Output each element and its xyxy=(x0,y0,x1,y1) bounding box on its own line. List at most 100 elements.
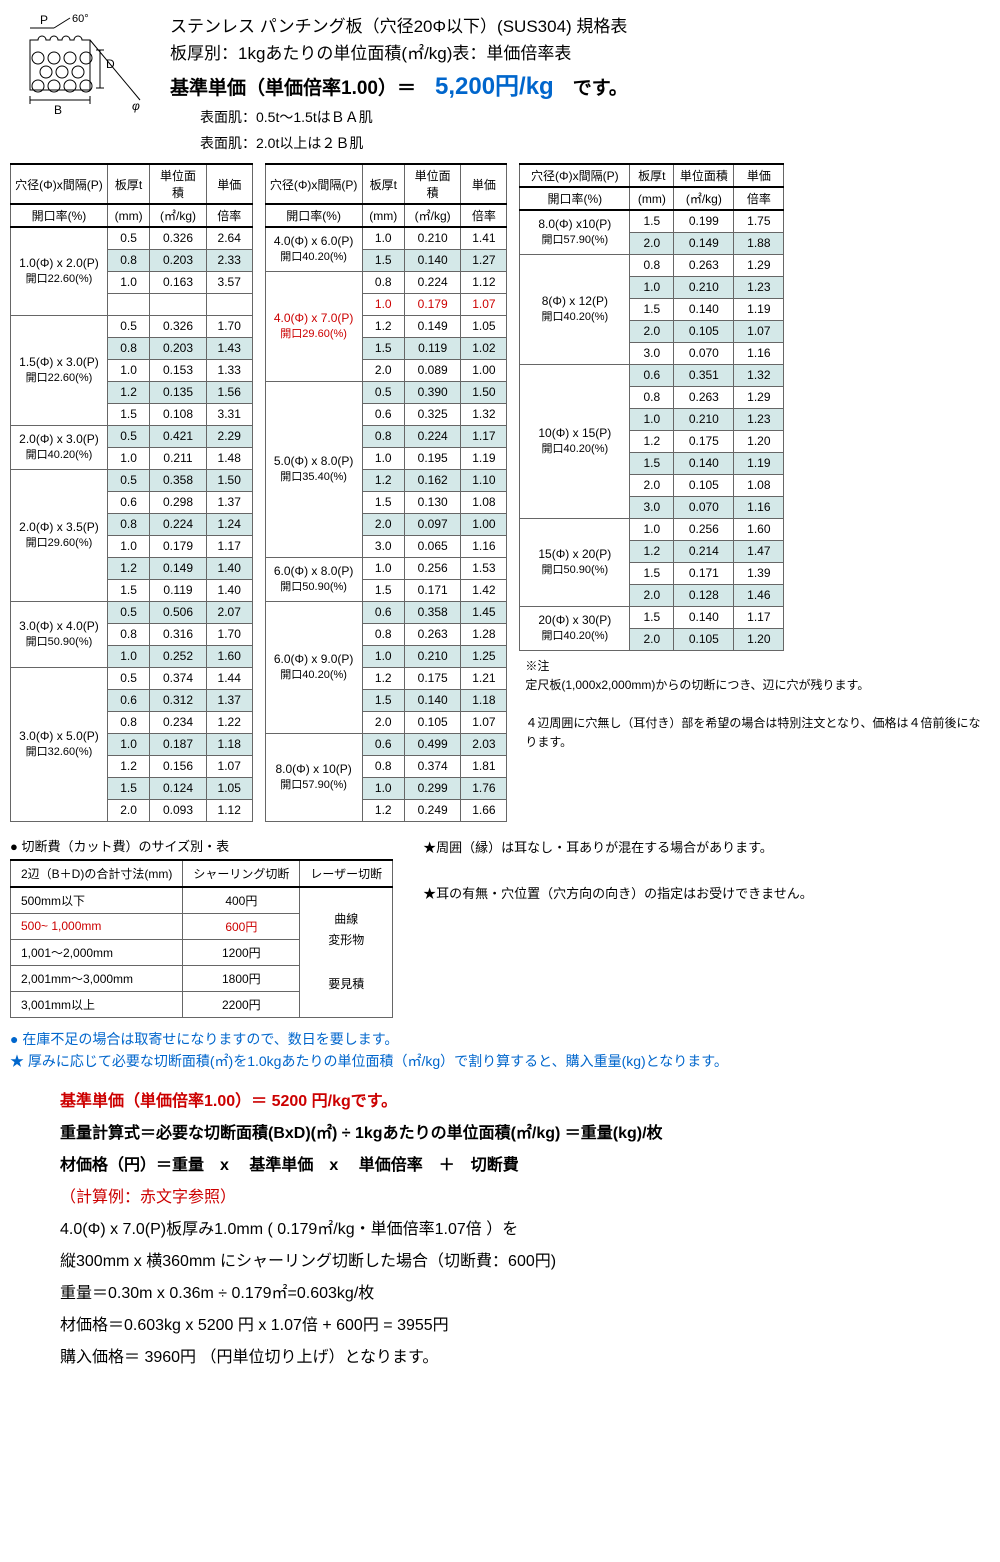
spec-cell: 0.234 xyxy=(150,711,207,733)
spec-cell: 1.0 xyxy=(107,271,149,293)
spec-cell: 2.0 xyxy=(107,799,149,821)
spec-cell: 1.2 xyxy=(107,557,149,579)
spec-cell: 1.02 xyxy=(461,337,507,359)
spec-cell: 1.53 xyxy=(461,557,507,579)
spec-cell: 3.31 xyxy=(206,403,252,425)
spec-cell: 3.0 xyxy=(362,535,404,557)
spec-cell: 0.065 xyxy=(404,535,461,557)
spec-cell: 1.70 xyxy=(206,315,252,337)
col-t-2: (mm) xyxy=(362,204,404,227)
spec-cell: 0.5 xyxy=(107,601,149,623)
title-block: ステンレス パンチング板（穴径20Φ以下）(SUS304) 規格表 板厚別：1k… xyxy=(170,10,990,153)
spec-cell: 1.05 xyxy=(461,315,507,337)
spec-cell: 3.0 xyxy=(630,342,674,364)
spec-cell: 1.2 xyxy=(362,799,404,821)
spec-cell: 0.149 xyxy=(404,315,461,337)
spec-cell: 0.6 xyxy=(362,733,404,755)
spec-cell: 1.5 xyxy=(630,452,674,474)
cut-notes: ★周囲（縁）は耳なし・耳ありが混在する場合があります。 ★耳の有無・穴位置（穴方… xyxy=(423,836,813,1018)
group-label: 1.5(Φ) x 3.0(P)開口22.60(%) xyxy=(11,315,108,425)
spec-cell: 0.374 xyxy=(404,755,461,777)
spec-cell: 1.50 xyxy=(206,469,252,491)
spec-cell: 0.5 xyxy=(107,315,149,337)
surface-1: 表面肌：0.5t～1.5tはＢＡ肌 xyxy=(200,107,990,127)
spec-cell: 0.179 xyxy=(150,535,207,557)
spec-cell: 0.224 xyxy=(150,513,207,535)
spec-cell: 1.07 xyxy=(206,755,252,777)
spec-cell: 0.175 xyxy=(674,430,734,452)
spec-cell: 0.105 xyxy=(674,320,734,342)
col-area-2: (㎡/kg) xyxy=(404,204,461,227)
col-rate: 単価 xyxy=(461,164,507,204)
spec-cell: 1.29 xyxy=(734,254,784,276)
spec-cell: 0.8 xyxy=(630,386,674,408)
spec-cell: 1.0 xyxy=(362,227,404,249)
spec-cell: 0.6 xyxy=(362,403,404,425)
spec-cell: 0.506 xyxy=(150,601,207,623)
spec-cell: 1.00 xyxy=(461,513,507,535)
spec-cell xyxy=(206,293,252,315)
spec-cell: 0.256 xyxy=(404,557,461,579)
cut-cell: 3,001mm以上 xyxy=(11,991,183,1017)
spec-cell: 1.00 xyxy=(461,359,507,381)
spec-cell: 1.76 xyxy=(461,777,507,799)
spec-cell: 0.374 xyxy=(150,667,207,689)
spec-cell: 2.29 xyxy=(206,425,252,447)
col-label: 穴径(Φ)x間隔(P) xyxy=(265,164,362,204)
spec-cell: 1.12 xyxy=(461,271,507,293)
cut-section: ● 切断費（カット費）のサイズ別・表 2辺（B＋D)の合計寸法(mm) シャーリ… xyxy=(10,836,990,1018)
spec-cell: 0.390 xyxy=(404,381,461,403)
spec-cell: 0.105 xyxy=(674,628,734,650)
group-label: 15(Φ) x 20(P)開口50.90(%) xyxy=(520,518,630,606)
price-value: 5,200円/kg xyxy=(435,73,554,100)
spec-cell: 1.20 xyxy=(734,430,784,452)
surface-2: 表面肌：2.0t以上は２Ｂ肌 xyxy=(200,133,990,153)
spec-cell: 1.5 xyxy=(630,606,674,628)
col-t: 板厚t xyxy=(362,164,404,204)
spec-cell: 1.07 xyxy=(461,293,507,315)
spec-cell: 0.326 xyxy=(150,315,207,337)
spec-cell: 0.210 xyxy=(404,645,461,667)
spec-cell: 0.421 xyxy=(150,425,207,447)
spec-cell: 0.5 xyxy=(107,667,149,689)
col-rate: 単価 xyxy=(734,164,784,187)
spec-cell: 1.19 xyxy=(461,447,507,469)
spec-cell: 1.5 xyxy=(630,210,674,232)
spec-cell: 0.140 xyxy=(674,452,734,474)
spec-cell: 1.40 xyxy=(206,579,252,601)
group-label: 3.0(Φ) x 5.0(P)開口32.60(%) xyxy=(11,667,108,821)
spec-cell: 0.5 xyxy=(107,469,149,491)
spec-tables-row: 穴径(Φ)x間隔(P) 板厚t 単位面積 単価 開口率(%) (mm) (㎡/k… xyxy=(10,163,990,822)
spec-cell: 0.263 xyxy=(674,254,734,276)
spec-cell: 1.12 xyxy=(206,799,252,821)
spec-cell: 1.21 xyxy=(461,667,507,689)
spec-cell: 1.22 xyxy=(206,711,252,733)
col-label-2: 開口率(%) xyxy=(11,204,108,227)
cut-cell: 2,001mm～3,000mm xyxy=(11,965,183,991)
svg-text:B: B xyxy=(54,103,62,117)
spec-cell: 1.18 xyxy=(206,733,252,755)
group-label: 1.0(Φ) x 2.0(P)開口22.60(%) xyxy=(11,227,108,315)
spec-cell: 1.16 xyxy=(734,342,784,364)
col-t: 板厚t xyxy=(630,164,674,187)
spec-cell: 1.5 xyxy=(362,689,404,711)
col-t-2: (mm) xyxy=(107,204,149,227)
spec-cell: 0.8 xyxy=(362,755,404,777)
spec-cell: 1.60 xyxy=(734,518,784,540)
spec-cell: 1.2 xyxy=(107,381,149,403)
spec-cell: 1.0 xyxy=(630,518,674,540)
spec-cell: 0.195 xyxy=(404,447,461,469)
price-label: 基準単価（単価倍率1.00）＝ xyxy=(170,78,435,99)
spec-cell: 2.0 xyxy=(362,513,404,535)
spec-cell: 3.0 xyxy=(630,496,674,518)
spec-cell: 1.47 xyxy=(734,540,784,562)
spec-cell: 1.05 xyxy=(206,777,252,799)
spec-cell: 1.2 xyxy=(630,430,674,452)
spec-cell: 1.5 xyxy=(107,403,149,425)
spec-table-2: 穴径(Φ)x間隔(P) 板厚t 単位面積 単価 開口率(%) (mm) (㎡/k… xyxy=(519,163,784,651)
group-label: 6.0(Φ) x 8.0(P)開口50.90(%) xyxy=(265,557,362,601)
spec-cell: 0.210 xyxy=(674,408,734,430)
spec-cell: 1.56 xyxy=(206,381,252,403)
spec-cell: 1.39 xyxy=(734,562,784,584)
spec-cell: 0.156 xyxy=(150,755,207,777)
